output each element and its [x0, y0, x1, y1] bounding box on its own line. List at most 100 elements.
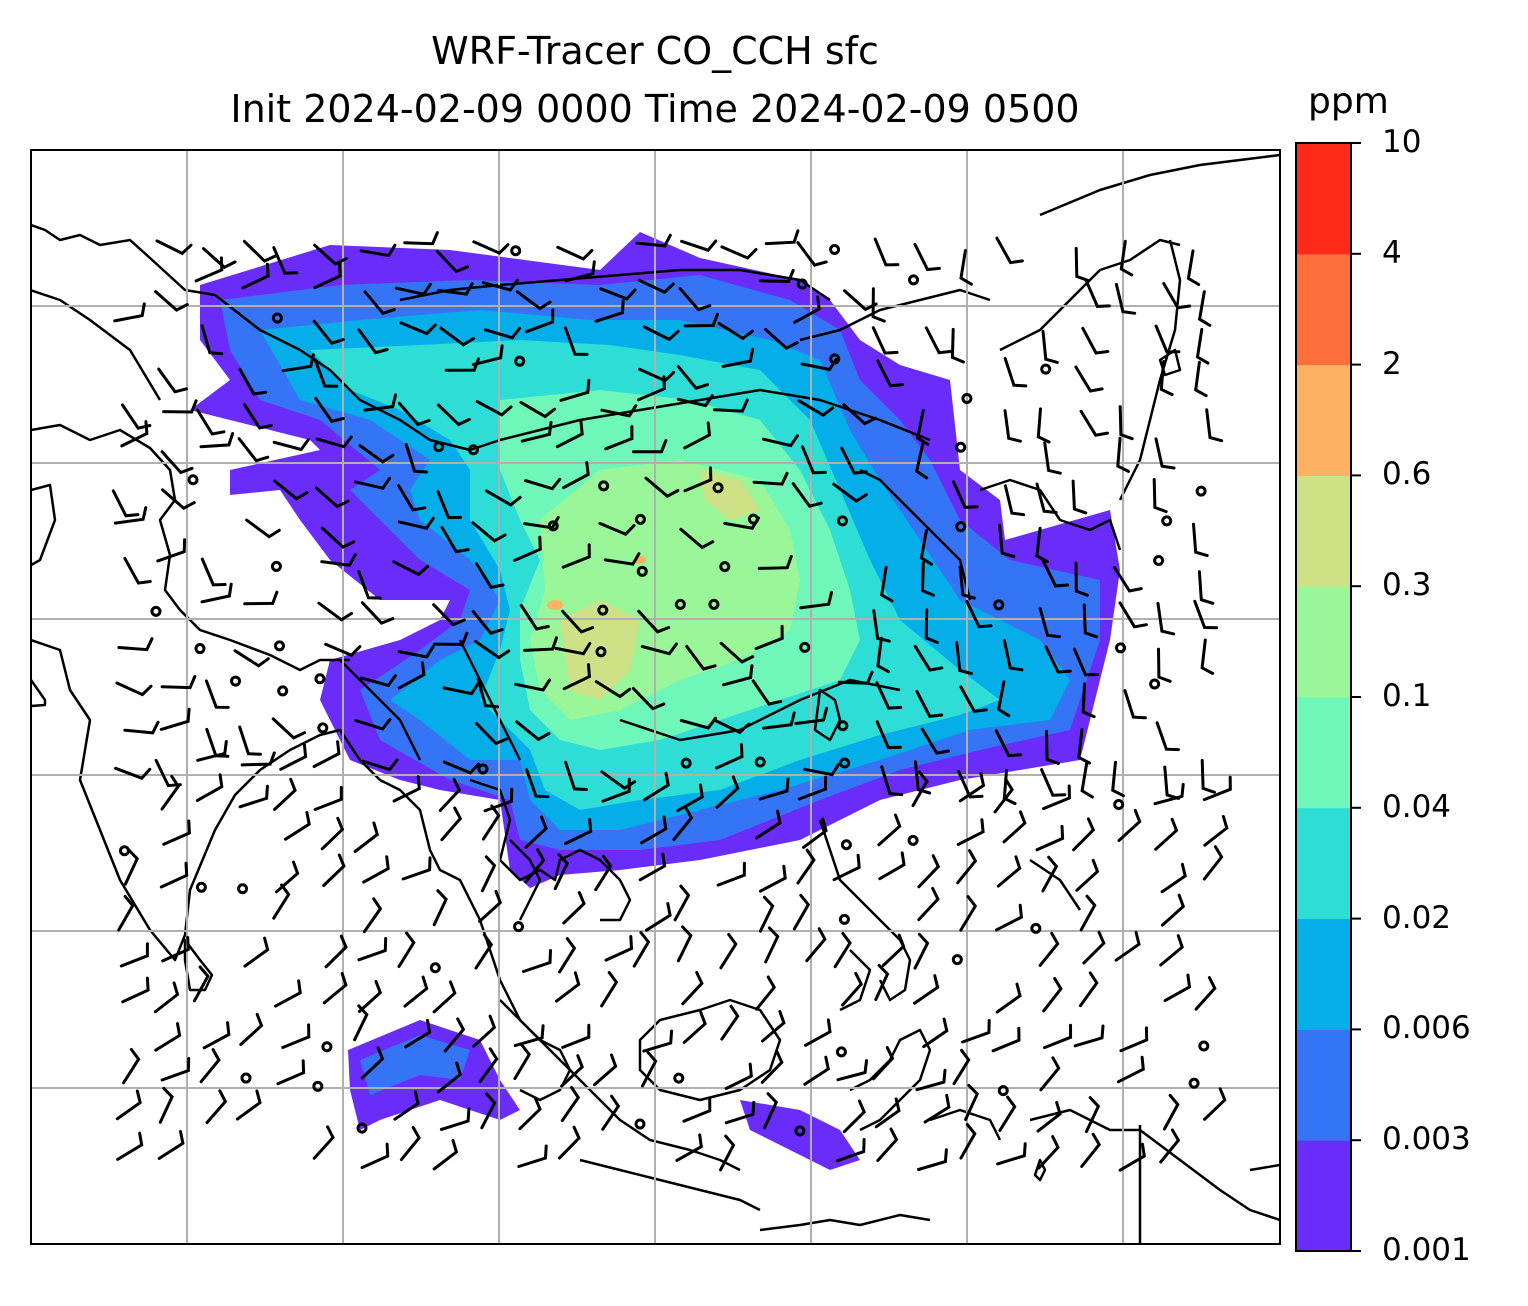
wind-barb — [637, 278, 675, 294]
wind-barb — [913, 932, 930, 970]
calm-wind-marker — [187, 474, 199, 486]
wind-barb — [195, 773, 224, 802]
wind-barb — [560, 1054, 584, 1088]
wind-barb — [393, 1090, 420, 1121]
wind-barb — [200, 582, 233, 604]
wind-barb — [600, 971, 619, 1008]
wind-barb — [1192, 522, 1209, 558]
wind-barb — [1160, 862, 1187, 894]
wind-barb — [959, 1123, 977, 1160]
wind-barb — [524, 308, 555, 334]
wind-barb — [924, 326, 953, 355]
wind-barb — [755, 975, 777, 1011]
wind-barb — [996, 855, 1022, 888]
wind-barb — [873, 237, 900, 267]
wind-barb — [996, 680, 1011, 718]
calm-wind-marker — [514, 355, 526, 367]
wind-barb — [1114, 931, 1141, 962]
wind-barb — [724, 1100, 756, 1125]
wind-barb — [404, 1018, 432, 1049]
wind-barb — [681, 971, 704, 1006]
calm-wind-marker — [194, 643, 206, 655]
wind-barb — [560, 1086, 581, 1122]
calm-wind-marker — [799, 641, 811, 653]
wind-barb — [154, 290, 189, 312]
wind-barb — [314, 396, 345, 423]
wind-barb — [281, 1023, 311, 1049]
wind-barb — [764, 328, 799, 351]
wind-barb — [1114, 282, 1137, 315]
wind-barb — [1194, 976, 1217, 1011]
wind-barb — [436, 403, 471, 427]
wind-barb — [871, 326, 899, 355]
wind-barb — [911, 770, 929, 808]
wind-barb — [801, 445, 827, 475]
calm-wind-marker — [321, 1041, 333, 1053]
wind-barb — [1002, 810, 1027, 844]
wind-barb — [1074, 561, 1089, 597]
wind-barb — [123, 720, 160, 735]
calm-wind-marker — [230, 675, 242, 687]
wind-barb — [1079, 409, 1109, 437]
calm-wind-marker — [829, 243, 841, 255]
wind-barb — [564, 817, 593, 845]
wind-barb — [1002, 639, 1024, 672]
colorbar-tick-label: 0.02 — [1382, 899, 1452, 936]
wind-barb — [594, 299, 625, 323]
wind-barb — [957, 769, 984, 799]
wind-barb — [159, 707, 191, 731]
wind-barb — [403, 231, 439, 246]
wind-barb — [153, 981, 180, 1014]
wind-barb — [273, 777, 297, 811]
wind-barb — [357, 570, 382, 600]
wind-barb — [1152, 478, 1168, 514]
calm-wind-marker — [356, 1122, 368, 1134]
wind-barb — [1035, 824, 1065, 852]
wind-barb — [1074, 246, 1090, 282]
wind-barb — [324, 642, 362, 657]
wind-barb — [631, 687, 666, 711]
wind-barb — [205, 1089, 228, 1125]
colorbar-band — [1296, 143, 1351, 255]
wind-barb — [600, 404, 638, 418]
wind-barb — [842, 403, 877, 426]
wind-barb — [202, 1021, 231, 1050]
wind-barb — [312, 319, 345, 345]
wind-barb — [519, 400, 556, 419]
wind-barb — [644, 476, 680, 499]
wind-barb — [876, 636, 890, 674]
wind-barb — [643, 771, 670, 802]
wind-barb — [1042, 977, 1063, 1013]
wind-barb — [160, 1057, 191, 1082]
wind-barb — [435, 249, 469, 274]
wind-barb — [1162, 282, 1192, 310]
wind-barb — [874, 963, 890, 1001]
wind-barb — [359, 674, 397, 688]
wind-barb — [952, 480, 979, 509]
wind-barb — [994, 903, 1023, 932]
wind-barb — [472, 1014, 497, 1048]
wind-barb — [242, 403, 273, 430]
wind-barb — [841, 971, 863, 1007]
wind-barb — [1116, 436, 1130, 473]
wind-barb — [1041, 559, 1069, 588]
wind-barb — [274, 979, 302, 1008]
wind-barb — [1194, 360, 1208, 398]
wind-barb — [594, 680, 632, 699]
wind-barb — [439, 1107, 471, 1131]
wind-barb — [1154, 324, 1181, 354]
wind-barb — [353, 821, 380, 853]
wind-barb — [914, 760, 932, 795]
wind-barb — [638, 852, 667, 882]
wind-barb — [1159, 934, 1184, 967]
wind-barb — [160, 675, 197, 690]
wind-barb — [1200, 638, 1215, 675]
wind-barb — [517, 1144, 548, 1168]
wind-barb — [792, 893, 811, 931]
wind-barb — [762, 711, 796, 730]
wind-barb — [915, 442, 929, 480]
wind-barb — [438, 777, 462, 812]
wind-barb — [513, 1024, 545, 1048]
wind-barb — [1072, 647, 1099, 677]
wind-barb — [243, 590, 279, 606]
